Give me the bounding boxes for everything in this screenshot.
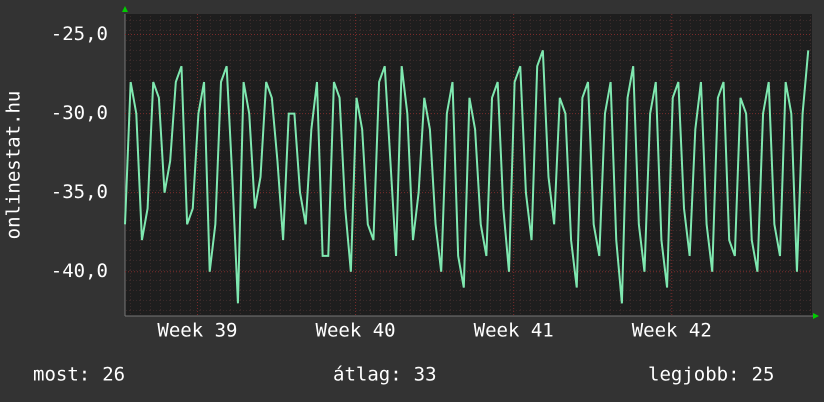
footer-value: 25	[752, 364, 775, 386]
x-tick-label: Week 39	[157, 320, 237, 342]
x-tick-label: Week 41	[474, 320, 554, 342]
footer-value: 33	[414, 364, 437, 386]
y-tick-label: -30,0	[51, 102, 108, 124]
axis-arrow	[813, 313, 819, 319]
y-axis-label: onlinestat.hu	[3, 91, 25, 240]
x-tick-label: Week 42	[632, 320, 712, 342]
footer-label: most:	[33, 364, 90, 386]
y-tick-label: -25,0	[51, 23, 108, 45]
footer-label: legjobb:	[648, 364, 740, 386]
y-tick-label: -35,0	[51, 181, 108, 203]
footer-label: átlag:	[333, 364, 402, 386]
x-tick-label: Week 40	[316, 320, 396, 342]
y-tick-label: -40,0	[51, 260, 108, 282]
axis-arrow	[122, 6, 128, 12]
footer-value: 26	[102, 364, 125, 386]
minor-grid	[125, 14, 812, 316]
data-line	[124, 50, 810, 304]
